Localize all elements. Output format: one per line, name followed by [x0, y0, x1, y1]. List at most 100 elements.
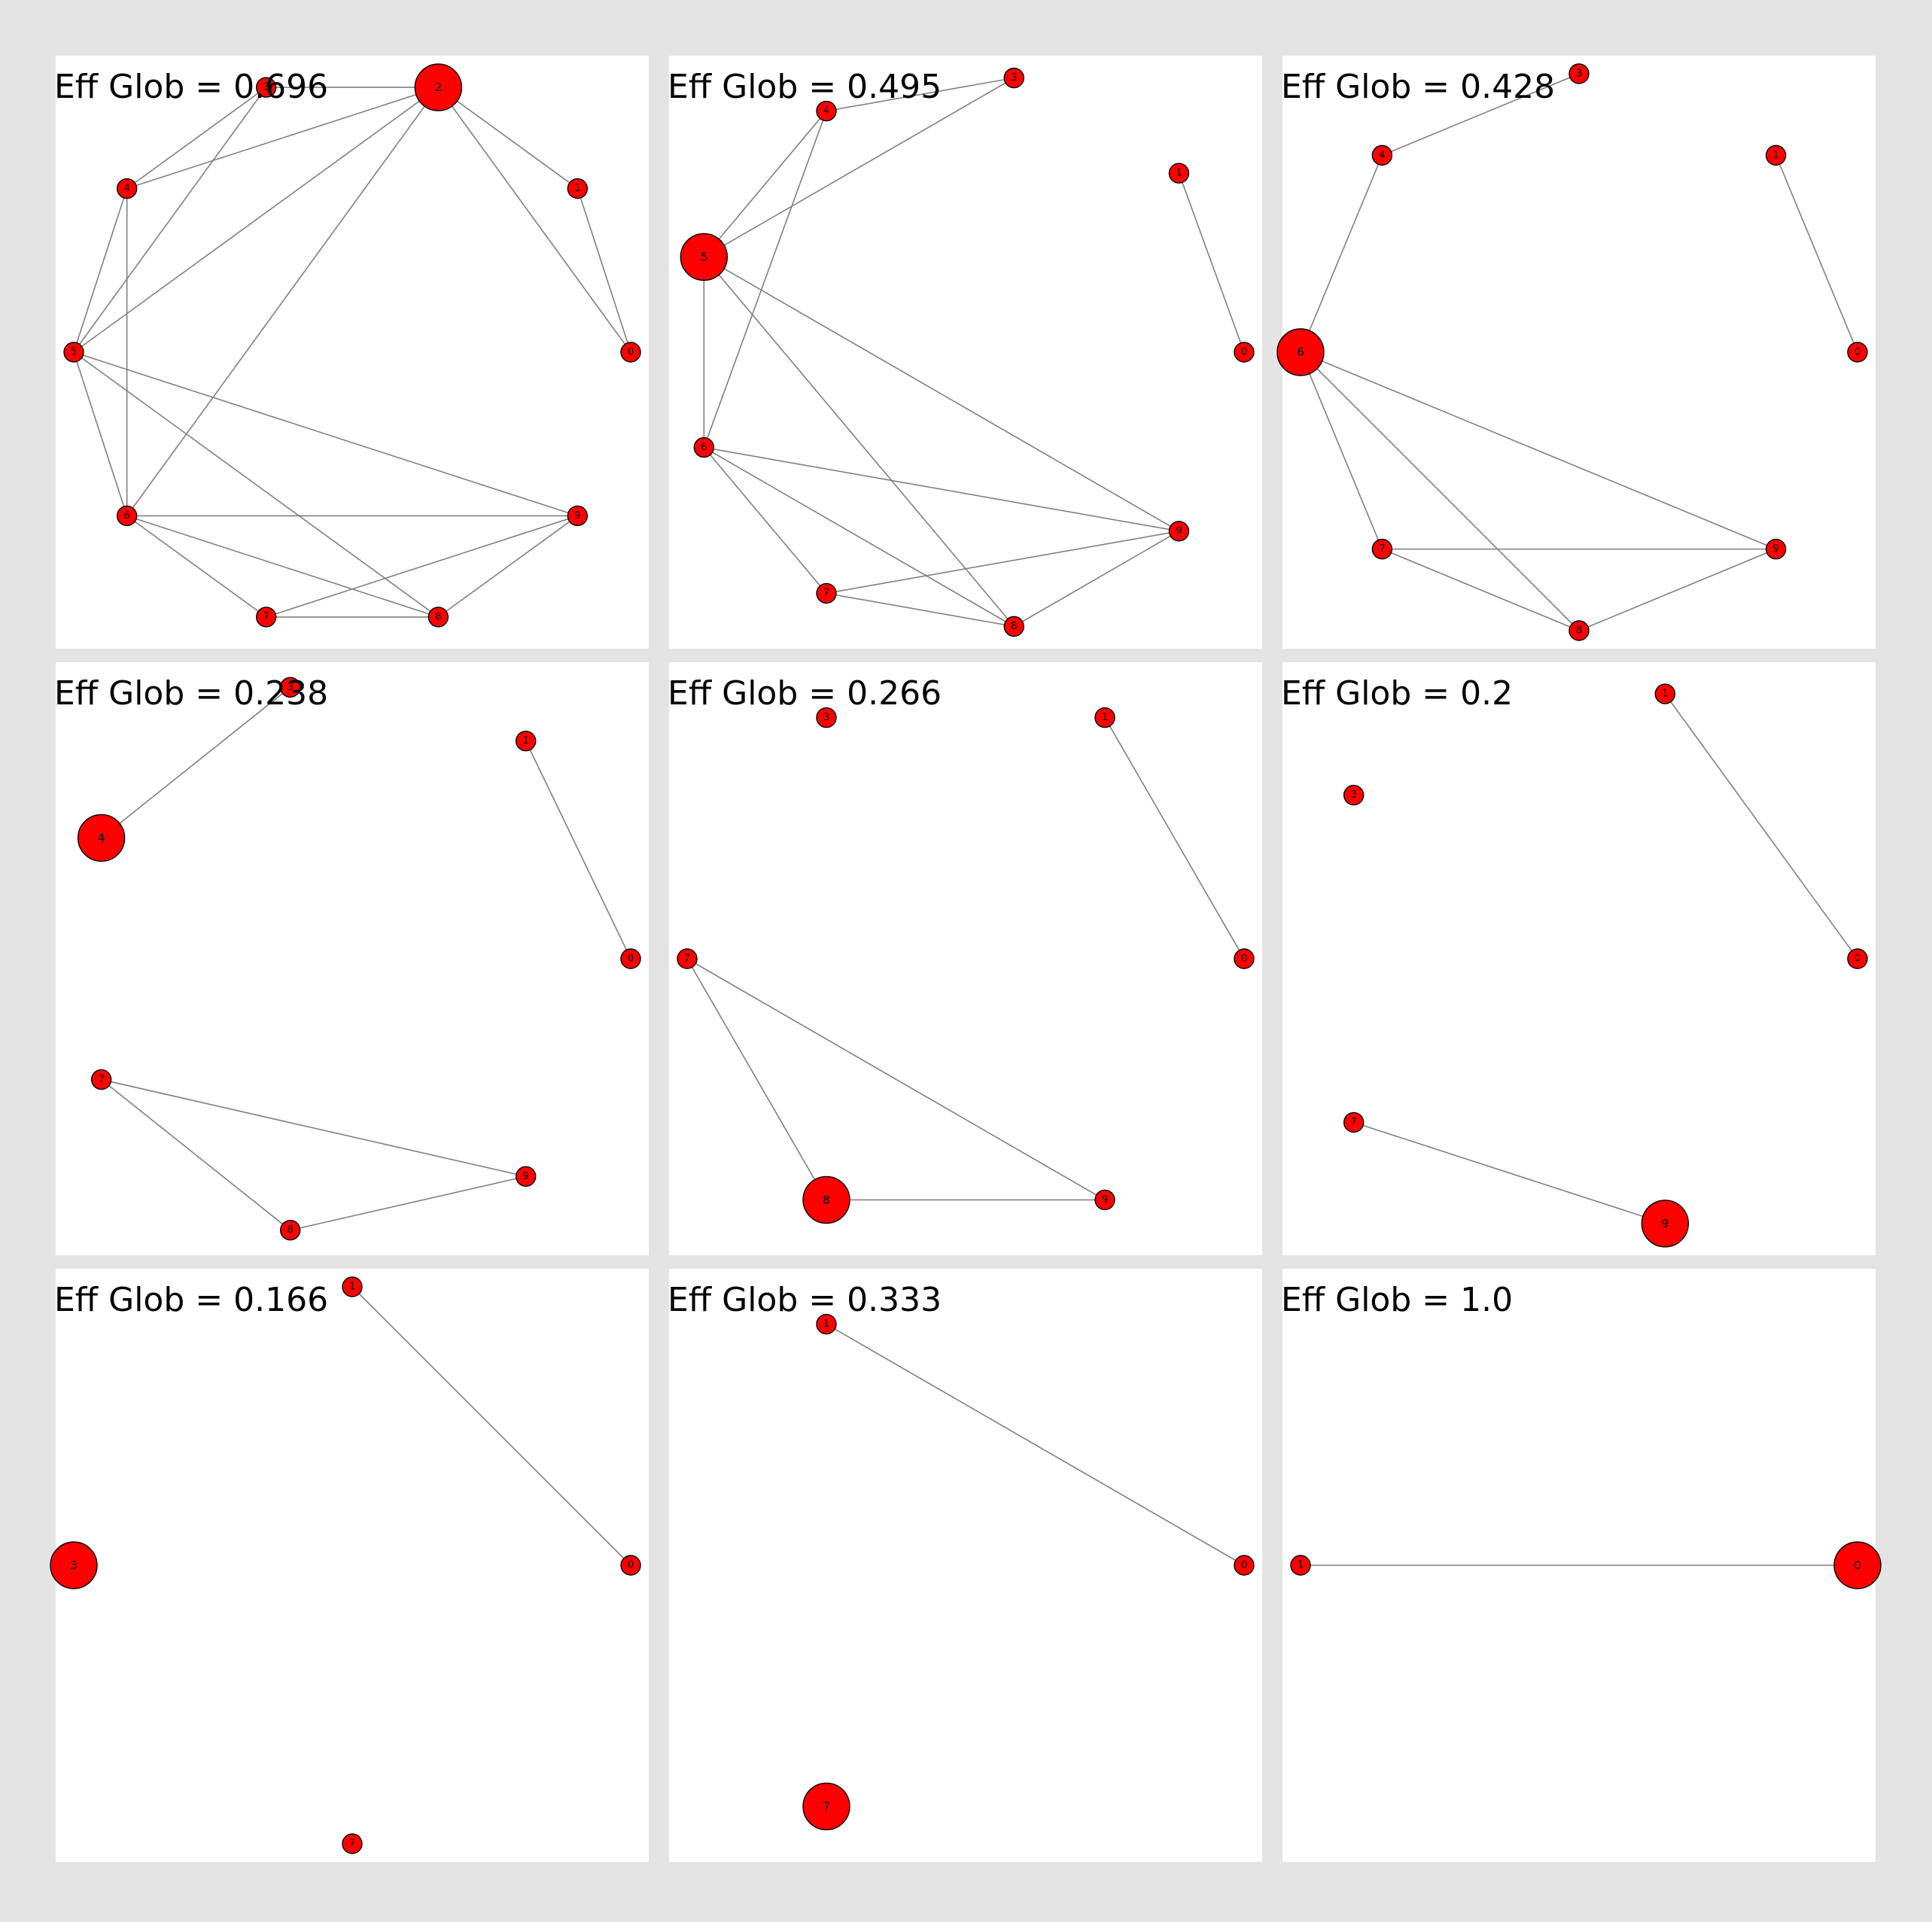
- network-graph-6: 0 1 3 7 9: [1343, 683, 1868, 1248]
- efficiency-title-1: Eff Glob = 0.696: [54, 68, 329, 106]
- node-label-4: 4: [823, 105, 829, 117]
- graph-edge-8-6: [703, 446, 1015, 628]
- graph-node-1: [1765, 144, 1787, 166]
- network-panel-5: 0 1 3 7 8 9 Eff Glob = 0.266: [668, 662, 1262, 1255]
- graph-edge-8-6: [126, 515, 439, 618]
- graph-node-3: [279, 677, 301, 698]
- graph-node-9: [1765, 538, 1787, 560]
- graph-node-9: [1094, 1189, 1115, 1211]
- graph-edge-4-3: [826, 77, 1015, 112]
- graph-edge-5-4: [73, 188, 128, 353]
- graph-edge-1-0: [525, 741, 631, 959]
- node-label-1: 1: [523, 735, 529, 747]
- graph-node-7: [816, 582, 837, 604]
- graph-node-9: [1641, 1200, 1690, 1248]
- graph-node-3: [255, 77, 277, 98]
- node-label-5: 5: [701, 250, 708, 263]
- graph-edge-5-4: [703, 111, 827, 257]
- network-graph-3: 0 1 3 4 6 7 8 9: [1276, 63, 1868, 641]
- node-label-3: 3: [70, 1559, 78, 1572]
- network-graph-8: 0 1 7: [802, 1313, 1255, 1831]
- graph-node-7: [90, 1069, 112, 1090]
- graph-node-1: [567, 178, 589, 199]
- graph-edge-2-0: [437, 87, 631, 353]
- graph-node-1: [816, 1313, 837, 1335]
- graph-edge-7-8: [686, 958, 827, 1200]
- graph-edge-8-9: [437, 515, 578, 618]
- graph-edge-1-0: [1178, 172, 1245, 353]
- graph-node-1: [1168, 163, 1190, 184]
- graph-node-7: [255, 607, 277, 628]
- graph-node-0: [620, 342, 641, 363]
- efficiency-title-3: Eff Glob = 0.428: [1281, 68, 1556, 106]
- graph-edge-8-9: [1013, 531, 1179, 628]
- graph-edge-6-2: [126, 87, 439, 516]
- graph-node-1: [1094, 707, 1115, 728]
- node-label-8: 8: [435, 611, 441, 622]
- node-label-7: 7: [684, 953, 690, 965]
- node-label-3: 3: [823, 712, 829, 723]
- efficiency-title-2: Eff Glob = 0.495: [668, 68, 942, 106]
- node-label-5: 5: [71, 347, 77, 358]
- graph-edge-4-3: [1382, 73, 1580, 157]
- graph-edge-8-5: [703, 256, 1015, 627]
- network-panel-2: 0 1 3 4 5 6 7 8 9 Eff Glob = 0.495: [668, 56, 1262, 649]
- graph-node-9: [515, 1166, 537, 1187]
- graph-node-6: [116, 505, 138, 527]
- graph-edge-4-2: [126, 87, 439, 190]
- graph-node-4: [116, 178, 138, 199]
- node-label-3: 3: [288, 682, 294, 693]
- graph-node-9: [1168, 521, 1190, 542]
- graph-node-3: [1568, 63, 1590, 84]
- node-label-3: 3: [1351, 789, 1357, 801]
- graph-node-0: [620, 948, 641, 969]
- graph-edge-8-6: [1300, 351, 1580, 631]
- node-label-1: 1: [1662, 689, 1668, 700]
- graph-node-7: [1343, 1112, 1365, 1133]
- graph-node-0: [1234, 948, 1255, 969]
- node-label-0: 0: [628, 347, 634, 358]
- graph-node-7: [342, 1833, 363, 1854]
- graph-edge-6-9: [1300, 351, 1776, 550]
- graph-node-4: [1371, 144, 1393, 166]
- graph-node-2: [414, 63, 463, 111]
- graph-edge-8-5: [73, 351, 439, 618]
- graph-node-0: [1833, 1541, 1882, 1589]
- graph-node-4: [816, 100, 837, 122]
- efficiency-title-6: Eff Glob = 0.2: [1281, 674, 1514, 713]
- node-label-7: 7: [263, 611, 269, 622]
- graph-edge-6-5: [73, 351, 128, 516]
- graph-edge-7-9: [101, 1078, 526, 1178]
- graph-edge-7-9: [266, 515, 578, 618]
- graph-node-7: [1371, 538, 1393, 560]
- node-label-0: 0: [628, 953, 634, 965]
- graph-edge-5-3: [73, 87, 267, 353]
- graph-edge-7-8: [101, 1078, 291, 1231]
- node-label-3: 3: [263, 82, 269, 93]
- graph-node-0: [1234, 342, 1255, 363]
- node-label-1: 1: [574, 183, 580, 194]
- efficiency-title-8: Eff Glob = 0.333: [668, 1281, 942, 1319]
- network-panel-7: 0 1 3 7 Eff Glob = 0.166: [50, 1269, 649, 1862]
- network-panel-6: 0 1 3 7 9 Eff Glob = 0.2: [1281, 662, 1876, 1255]
- node-label-1: 1: [1772, 150, 1778, 161]
- graph-node-8: [802, 1175, 850, 1224]
- graph-node-5: [63, 342, 84, 363]
- graph-edge-7-6: [1300, 351, 1383, 549]
- graph-edge-7-8: [1382, 548, 1580, 631]
- graph-edge-6-4: [1300, 155, 1383, 353]
- network-panel-1: 0 1 2 3 4 5 6 7 8 9 Eff Glob = 0.696: [54, 56, 649, 649]
- node-label-9: 9: [1662, 1217, 1669, 1230]
- graph-node-8: [279, 1220, 301, 1241]
- graph-node-3: [50, 1541, 98, 1589]
- graph-node-3: [1343, 784, 1365, 806]
- network-graph-1: 0 1 2 3 4 5 6 7 8 9: [63, 63, 641, 628]
- graph-node-8: [1003, 616, 1024, 637]
- graph-node-3: [816, 707, 837, 728]
- node-label-1: 1: [1102, 712, 1108, 723]
- network-graph-2: 0 1 3 4 5 6 7 8 9: [680, 67, 1255, 637]
- graph-node-0: [1847, 948, 1868, 969]
- node-label-9: 9: [523, 1171, 529, 1182]
- graph-edge-4-3: [101, 686, 291, 839]
- node-label-9: 9: [1102, 1194, 1108, 1206]
